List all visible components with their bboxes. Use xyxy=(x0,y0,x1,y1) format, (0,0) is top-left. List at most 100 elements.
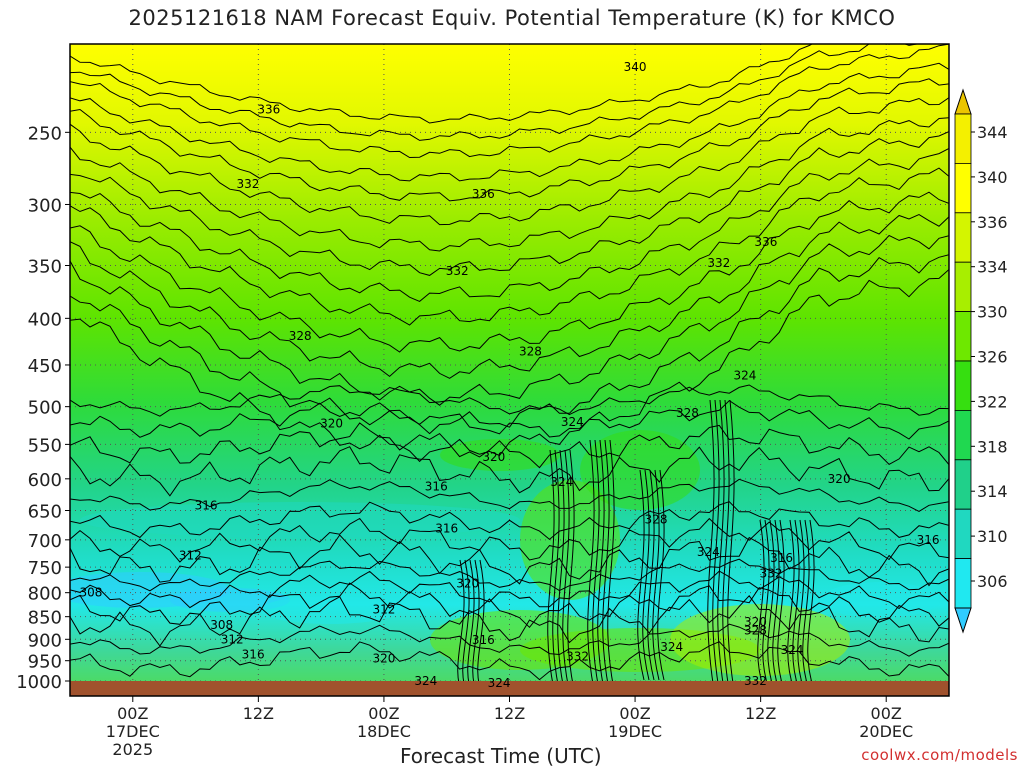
contour-line xyxy=(70,234,949,406)
contour-line xyxy=(70,148,949,302)
contour-label: 332 xyxy=(446,264,469,278)
contour-line xyxy=(70,254,949,435)
ground-band xyxy=(70,681,949,696)
contour-line xyxy=(712,399,720,691)
contour-line xyxy=(592,439,600,691)
x-tick-label: 12Z xyxy=(494,704,525,723)
colorbar-segment xyxy=(954,508,972,560)
contour-line xyxy=(70,623,949,657)
contour-line xyxy=(657,469,665,681)
contour-line xyxy=(802,519,810,691)
contour-line xyxy=(767,519,775,691)
colorbar-segment xyxy=(954,212,972,263)
y-tick-label: 350 xyxy=(28,256,62,277)
colorbar-tick-label: 310 xyxy=(977,527,1008,546)
contour-label: 316 xyxy=(242,647,265,661)
contour-label: 308 xyxy=(210,618,233,632)
contour-label: 324 xyxy=(781,643,804,657)
y-tick-label: 300 xyxy=(28,195,62,216)
contour-line xyxy=(70,78,949,202)
contour-label: 320 xyxy=(372,652,395,666)
x-axis-label: Forecast Time (UTC) xyxy=(400,744,602,768)
contour-line xyxy=(70,582,949,629)
contour-line xyxy=(807,519,815,691)
contour-line xyxy=(70,570,949,610)
y-tick-label: 650 xyxy=(28,502,62,523)
contour-line xyxy=(602,439,610,691)
contour-label: 336 xyxy=(257,103,280,117)
contour-line xyxy=(597,439,605,691)
contour-line xyxy=(607,439,615,691)
contour-line xyxy=(70,44,920,141)
contour-line xyxy=(70,97,949,226)
contour-line xyxy=(707,399,715,691)
contour-label: 332 xyxy=(236,177,259,191)
contour-label: 316 xyxy=(917,533,940,547)
contour-line xyxy=(762,519,770,691)
colorbar-tick-label: 334 xyxy=(977,258,1008,277)
x-tick-label: 2025 xyxy=(112,740,153,759)
contour-label: 328 xyxy=(744,623,767,637)
colorbar-tick-label: 306 xyxy=(977,572,1008,591)
colorbar-tick-label: 336 xyxy=(977,213,1008,232)
contour-line xyxy=(70,501,949,541)
contour-label: 312 xyxy=(221,632,244,646)
contour-label: 320 xyxy=(320,417,343,431)
contour-line xyxy=(787,519,795,691)
contour-line xyxy=(70,269,949,463)
y-axis: 2503003504004505005506006507007508008509… xyxy=(16,123,70,693)
contour-line xyxy=(70,446,949,497)
contour-line xyxy=(777,519,785,691)
contour-label: 332 xyxy=(744,674,767,688)
colorbar-tick-label: 322 xyxy=(977,392,1008,411)
colorbar-tick-label: 330 xyxy=(977,303,1008,322)
contour-line xyxy=(652,469,660,681)
contour-label: 332 xyxy=(760,566,783,580)
contour-label: 320 xyxy=(828,472,851,486)
contour-label: 312 xyxy=(372,603,395,617)
contour-line xyxy=(70,167,949,326)
contour-label: 324 xyxy=(550,475,573,489)
x-tick-label: 17DEC xyxy=(106,722,160,741)
contour-label: 308 xyxy=(79,586,102,600)
field-patch xyxy=(170,588,290,612)
x-tick-label: 00Z xyxy=(368,704,399,723)
contour-line xyxy=(772,519,780,691)
contour-line xyxy=(567,449,575,691)
y-tick-label: 250 xyxy=(28,123,62,144)
x-tick-label: 18DEC xyxy=(357,722,411,741)
colorbar-arrow-top xyxy=(954,88,972,115)
contour-label: 328 xyxy=(289,329,312,343)
colorbar-segment xyxy=(954,558,972,609)
y-tick-label: 800 xyxy=(28,584,62,605)
y-tick-label: 750 xyxy=(28,558,62,579)
contour-line xyxy=(722,399,730,691)
contour-label: 324 xyxy=(660,640,683,654)
x-tick-label: 00Z xyxy=(619,704,650,723)
contour-line xyxy=(637,469,645,681)
contour-label: 328 xyxy=(645,513,668,527)
credit-text: coolwx.com/models xyxy=(861,746,1018,764)
y-tick-label: 950 xyxy=(28,652,62,673)
contour-label: 316 xyxy=(435,521,458,535)
contour-line xyxy=(70,422,949,469)
plot-area: 340 336 336 336 332 332 332 328 328 328 328 328 324 3… xyxy=(70,44,949,696)
colorbar-arrow-bottom xyxy=(954,607,972,634)
contour-label: 332 xyxy=(566,650,589,664)
x-tick-label: 12Z xyxy=(745,704,776,723)
contour-line xyxy=(552,449,560,691)
contour-label: 320 xyxy=(456,577,479,591)
x-tick-label: 20DEC xyxy=(859,722,913,741)
contour-line xyxy=(547,449,555,691)
contour-label: 328 xyxy=(519,345,542,359)
contour-label: 316 xyxy=(472,633,495,647)
contour-line xyxy=(557,449,565,691)
y-tick-label: 900 xyxy=(28,630,62,651)
colorbar-segment xyxy=(954,311,972,362)
contour-line xyxy=(642,469,650,681)
contour-label: 324 xyxy=(697,545,720,559)
contour-line xyxy=(70,534,949,587)
colorbar-tick-label: 314 xyxy=(977,482,1008,501)
y-tick-label: 500 xyxy=(28,398,62,419)
